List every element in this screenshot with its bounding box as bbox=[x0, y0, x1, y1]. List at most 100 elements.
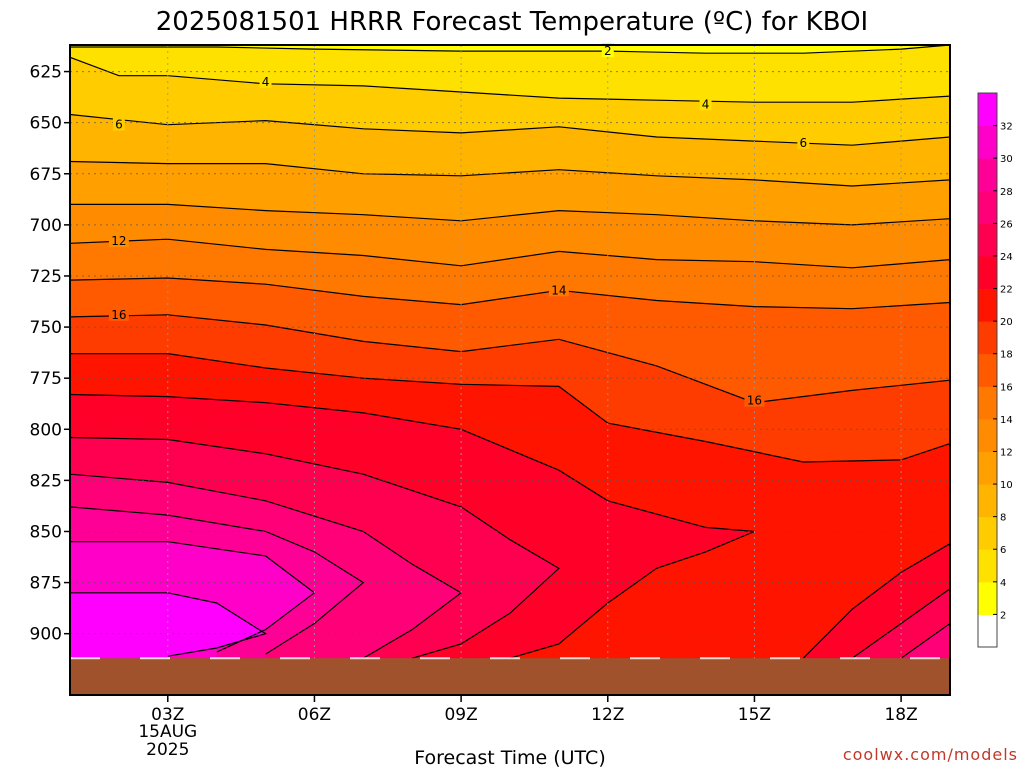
colorbar-swatch bbox=[978, 288, 997, 322]
colorbar-tick-label: 10 bbox=[1000, 480, 1013, 491]
colorbar-swatch bbox=[978, 125, 997, 159]
contour-label: 16 bbox=[744, 392, 765, 408]
colorbar-swatch bbox=[978, 158, 997, 192]
contour-label: 4 bbox=[699, 96, 712, 111]
x-tick-date: 15AUG bbox=[138, 722, 197, 742]
contour-label: 6 bbox=[797, 135, 810, 150]
colorbar-swatch bbox=[978, 451, 997, 485]
contour-label-text: 4 bbox=[262, 75, 270, 89]
contour-label-bg bbox=[601, 43, 614, 58]
plot-area: 2 4 4 6 6 12 14 16 16 bbox=[69, 43, 951, 696]
isotherm-line bbox=[851, 588, 951, 659]
isotherm-line bbox=[70, 353, 951, 463]
y-tick-label: 900 bbox=[30, 625, 62, 645]
isotherm-line bbox=[69, 506, 365, 655]
ground-fill bbox=[70, 658, 950, 695]
contour-label-text: 4 bbox=[702, 97, 710, 111]
contour-label-text: 12 bbox=[111, 234, 126, 248]
isotherm-line bbox=[69, 314, 951, 404]
colorbar-tick-label: 2 bbox=[1000, 610, 1006, 621]
colorbar-tick-label: 14 bbox=[1000, 415, 1013, 426]
colorbar-tick-label: 20 bbox=[1000, 317, 1013, 328]
contour-label-bg bbox=[699, 96, 712, 111]
contour-label-text: 2 bbox=[604, 44, 612, 58]
isotherm-line bbox=[69, 473, 463, 659]
chart-title: 2025081501 HRRR Forecast Temperature (ºC… bbox=[156, 7, 868, 37]
colorbar-tick-label: 22 bbox=[1000, 285, 1013, 296]
colorbar-swatch bbox=[978, 386, 997, 420]
contour-label: 14 bbox=[548, 282, 569, 297]
colorbar-frame bbox=[977, 92, 998, 648]
credit-link[interactable]: coolwx.com/models bbox=[843, 745, 1018, 764]
y-tick-label: 825 bbox=[30, 471, 62, 491]
colorbar-swatch bbox=[978, 190, 997, 224]
y-tick-label: 700 bbox=[30, 216, 62, 236]
colorbar-tick-label: 26 bbox=[1000, 219, 1013, 230]
colorbar-tick-label: 12 bbox=[1000, 447, 1013, 458]
isotherm-line bbox=[69, 238, 951, 269]
x-tick-label: 09Z bbox=[444, 705, 477, 725]
contour-label-text: 14 bbox=[551, 283, 566, 297]
colorbar-swatch bbox=[978, 484, 997, 518]
colorbar-swatch bbox=[978, 581, 997, 615]
colorbar-tick-label: 28 bbox=[1000, 187, 1013, 198]
isotherm-line bbox=[70, 592, 268, 657]
contour-label-text: 6 bbox=[115, 118, 123, 132]
colorbar-tick-label: 24 bbox=[1000, 252, 1013, 263]
x-tick-year: 2025 bbox=[146, 740, 189, 760]
temperature-bands bbox=[70, 45, 950, 696]
contour-label-bg bbox=[108, 306, 129, 321]
colorbar-swatch bbox=[978, 614, 997, 648]
contour-label-bg bbox=[548, 282, 569, 297]
colorbar-swatch bbox=[978, 321, 997, 355]
isotherm-line bbox=[900, 623, 951, 659]
colorbar-tick-label: 16 bbox=[1000, 382, 1013, 393]
contour-label-text: 6 bbox=[800, 136, 808, 150]
contour-label: 16 bbox=[108, 306, 129, 322]
y-tick-label: 750 bbox=[30, 318, 62, 338]
y-tick-label: 850 bbox=[30, 522, 62, 542]
contour-label-text: 16 bbox=[111, 308, 126, 322]
isotherm-line bbox=[70, 203, 951, 226]
colorbar-tick-label: 32 bbox=[1000, 122, 1013, 133]
colorbar-swatch bbox=[978, 223, 997, 257]
contour-label-bg bbox=[112, 116, 125, 131]
x-tick-label: 15Z bbox=[738, 705, 771, 725]
y-tick-label: 675 bbox=[30, 165, 62, 185]
x-tick-label: 18Z bbox=[884, 705, 917, 725]
contour-labels: 2 4 4 6 6 12 14 16 16 bbox=[108, 43, 810, 408]
colorbar-tick-label: 30 bbox=[1000, 154, 1013, 165]
contour-label: 6 bbox=[112, 116, 125, 132]
contour-label-bg bbox=[259, 73, 272, 88]
y-tick-label: 775 bbox=[30, 369, 62, 389]
y-tick-label: 650 bbox=[30, 114, 62, 134]
contour-label-bg bbox=[108, 233, 129, 248]
contour-label-text: 16 bbox=[747, 394, 762, 408]
x-tick-label: 06Z bbox=[298, 705, 331, 725]
colorbar-swatch bbox=[978, 255, 997, 290]
colorbar-tick-label: 4 bbox=[1000, 578, 1006, 589]
y-tick-label: 800 bbox=[30, 420, 62, 440]
colorbar-swatch bbox=[978, 549, 997, 583]
isotherm-line bbox=[69, 56, 951, 103]
contour-label: 4 bbox=[259, 73, 272, 89]
isotherm-line bbox=[69, 277, 951, 310]
grid-lines bbox=[70, 45, 950, 695]
colorbar-swatch bbox=[978, 353, 997, 387]
y-axis: 625 650 675 700 725 750 775 800 825 850 875 900 bbox=[30, 63, 70, 645]
colorbar-tick-label: 8 bbox=[1000, 513, 1006, 524]
colorbar-swatch bbox=[978, 516, 997, 550]
y-tick-label: 625 bbox=[30, 63, 62, 83]
x-axis-label: Forecast Time (UTC) bbox=[414, 747, 605, 768]
y-tick-label: 875 bbox=[30, 574, 62, 594]
contour-label: 12 bbox=[108, 233, 129, 248]
colorbar-tick-label: 18 bbox=[1000, 350, 1013, 361]
colorbar-tick-label: 6 bbox=[1000, 545, 1006, 556]
isotherm-line bbox=[69, 160, 951, 187]
x-tick-label: 12Z bbox=[591, 705, 624, 725]
y-tick-label: 725 bbox=[30, 267, 62, 287]
contour-label-bg bbox=[797, 135, 810, 150]
